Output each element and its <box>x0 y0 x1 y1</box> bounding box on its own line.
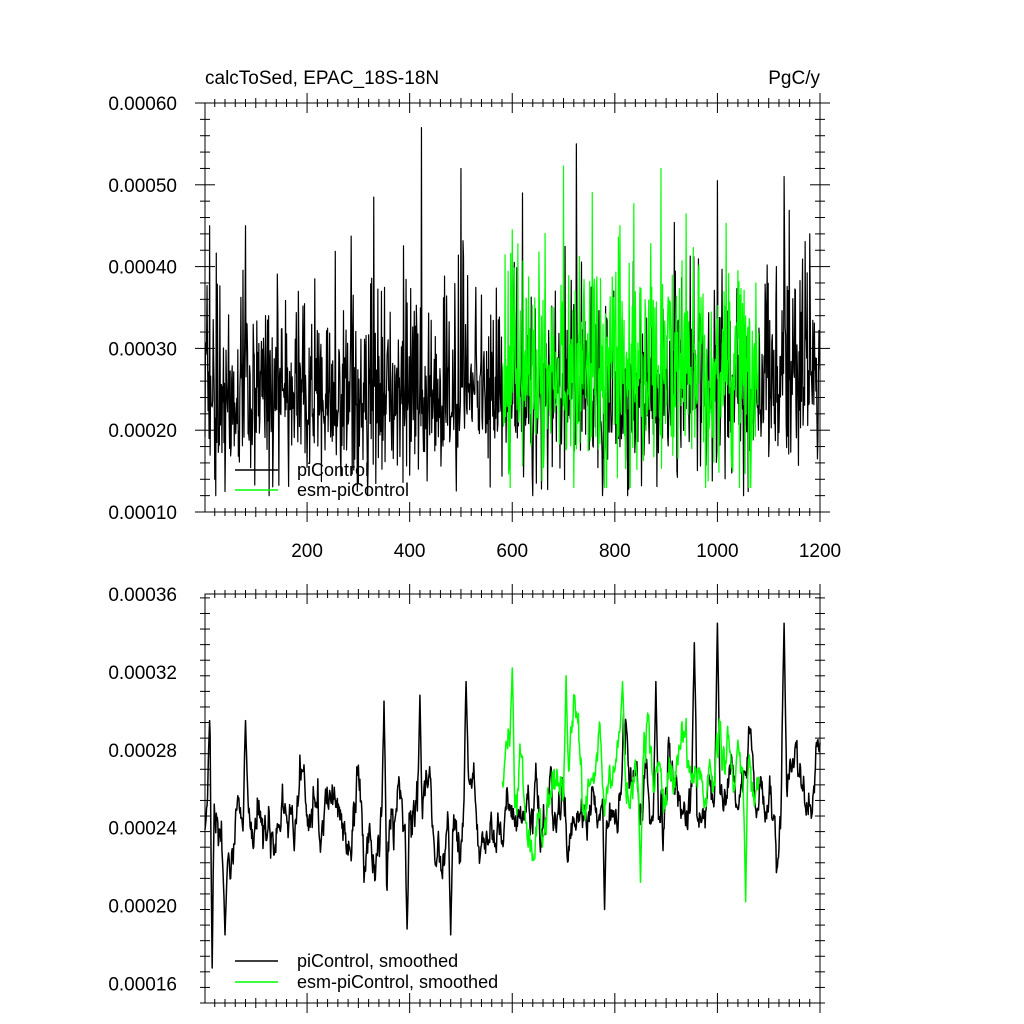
top-y-tick-label: 0.00050 <box>108 176 177 197</box>
bottom-y-tick-label: 0.00024 <box>108 819 177 840</box>
bottom-series-layer <box>204 622 821 969</box>
top-y-tick-label: 0.00060 <box>108 94 177 115</box>
top-x-tick-label: 200 <box>291 541 323 562</box>
top-panel: calcToSed, EPAC_18S-18N PgC/y 200 400 600 8… <box>108 68 841 562</box>
top-y-tick-label: 0.00030 <box>108 339 177 360</box>
bottom-y-tick-label: 0.00028 <box>108 741 177 762</box>
top-x-tick-label: 1200 <box>799 541 841 562</box>
top-y-tick-label: 0.00040 <box>108 258 177 279</box>
top-x-tick-label: 400 <box>394 541 426 562</box>
bottom-legend-label-picontrol-smoothed: piControl, smoothed <box>297 951 458 971</box>
bottom-y-tick-label: 0.00016 <box>108 975 177 996</box>
top-legend: piControl esm-piControl <box>235 460 409 500</box>
bottom-y-tick-label: 0.00020 <box>108 897 177 918</box>
top-y-tick-label: 0.00020 <box>108 421 177 442</box>
bottom-legend-label-esm-picontrol-smoothed: esm-piControl, smoothed <box>297 972 498 992</box>
top-title: calcToSed, EPAC_18S-18N <box>205 68 439 89</box>
bottom-plot-frame <box>204 593 821 1004</box>
top-plot-frame <box>204 102 821 513</box>
top-legend-label-picontrol: piControl <box>297 460 369 480</box>
bottom-series-line-esm-picontrol-smoothed <box>501 667 760 903</box>
bottom-series-line-picontrol-smoothed <box>204 622 821 969</box>
bottom-y-tick-label: 0.00032 <box>108 663 177 684</box>
top-series-line-esm-picontrol <box>501 165 760 489</box>
top-x-tick-label: 1000 <box>696 541 738 562</box>
top-series-line-picontrol <box>204 126 821 497</box>
bottom-panel: 0.00016 0.00020 0.00024 0.00028 0.00032 0.000… <box>108 584 825 1013</box>
bottom-legend: piControl, smoothed esm-piControl, smoot… <box>235 951 498 992</box>
top-x-tick-label: 800 <box>599 541 631 562</box>
top-x-tick-label: 600 <box>496 541 528 562</box>
top-series-layer <box>204 126 821 497</box>
bottom-y-tick-label: 0.00036 <box>108 585 177 606</box>
top-legend-label-esm-picontrol: esm-piControl <box>297 480 409 500</box>
top-y-tick-label: 0.00010 <box>108 503 177 524</box>
top-units: PgC/y <box>768 68 820 89</box>
